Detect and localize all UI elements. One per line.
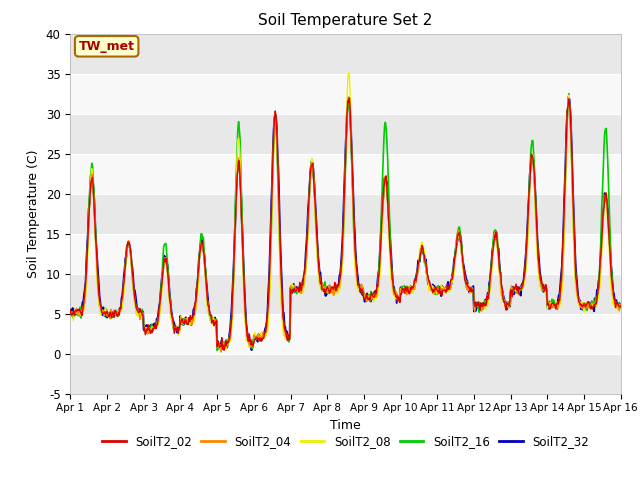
Bar	[70, 73, 621, 114]
Legend: SoilT2_02, SoilT2_04, SoilT2_08, SoilT2_16, SoilT2_32: SoilT2_02, SoilT2_04, SoilT2_08, SoilT2_…	[97, 430, 594, 453]
X-axis label: Time: Time	[330, 419, 361, 432]
Bar	[70, 313, 621, 354]
Y-axis label: Soil Temperature (C): Soil Temperature (C)	[28, 149, 40, 278]
Bar	[70, 34, 621, 73]
Bar	[70, 154, 621, 193]
Bar	[70, 114, 621, 154]
Bar	[70, 354, 621, 394]
Bar	[70, 234, 621, 274]
Bar	[70, 274, 621, 313]
Text: TW_met: TW_met	[79, 40, 134, 53]
Title: Soil Temperature Set 2: Soil Temperature Set 2	[259, 13, 433, 28]
Bar	[70, 193, 621, 234]
